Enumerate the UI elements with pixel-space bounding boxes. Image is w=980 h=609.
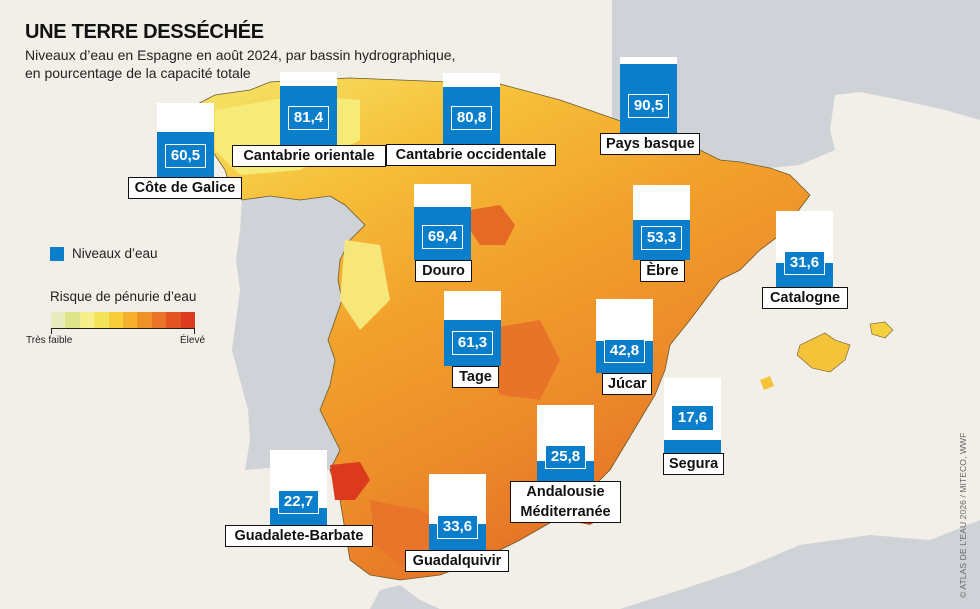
basin-label-segura: Segura: [663, 453, 724, 475]
basin-label-guadalete-barbate: Guadalete-Barbate: [225, 525, 373, 547]
water-level-value: 61,3: [452, 331, 493, 355]
page-subtitle: Niveaux d’eau en Espagne en août 2024, p…: [25, 46, 585, 82]
gauge-catalogne: 31,6: [776, 211, 833, 287]
risk-scale-step-8: [151, 312, 167, 328]
risk-scale-step-5: [108, 312, 124, 328]
water-level-value: 42,8: [604, 339, 645, 363]
risk-scale-step-6: [123, 312, 138, 328]
legend-risk-scale: [51, 312, 196, 328]
risk-scale-step-7: [137, 312, 152, 328]
water-level-value: 69,4: [422, 225, 463, 249]
water-level-value: 81,4: [288, 106, 329, 130]
basin-label-cantabrie-orientale: Cantabrie orientale: [232, 145, 386, 167]
legend-risk-title: Risque de pénurie d’eau: [50, 289, 197, 304]
gauge-segura: 17,6: [664, 378, 721, 453]
gauge-guadalquivir: 33,6: [429, 474, 486, 550]
ibiza: [760, 376, 774, 390]
risk-patch-douro: [470, 205, 515, 245]
basin-label-andalousie-mediterranee: Andalousie Méditerranée: [510, 481, 621, 523]
north-africa-landmass: [370, 520, 980, 609]
gauge-cantabrie-occidentale: 80,8: [443, 73, 500, 145]
gauge-cantabrie-orientale: 81,4: [280, 72, 337, 145]
gauge-jucar: 42,8: [596, 299, 653, 373]
basin-label-cantabrie-occidentale: Cantabrie occidentale: [386, 144, 556, 166]
risk-patch-sevilla: [330, 462, 370, 500]
legend-water-level: Niveaux d’eau: [50, 246, 158, 261]
water-level-value: 17,6: [672, 406, 713, 430]
gauge-cote-de-galice: 60,5: [157, 103, 214, 177]
legend-water-label: Niveaux d’eau: [72, 246, 158, 261]
basin-label-pays-basque: Pays basque: [600, 133, 700, 155]
legend-risk-axis: [51, 328, 195, 334]
gauge-douro: 69,4: [414, 184, 471, 260]
france-landmass: [612, 0, 980, 168]
gauge-andalousie-mediterranee: 25,8: [537, 405, 594, 481]
mallorca: [796, 332, 851, 373]
gauge-tage: 61,3: [444, 291, 501, 366]
water-level-value: 25,8: [545, 445, 586, 469]
water-level-value: 90,5: [628, 94, 669, 118]
gauge-ebre: 53,3: [633, 185, 690, 260]
risk-scale-step-1: [51, 312, 66, 328]
water-level-value: 31,6: [784, 251, 825, 275]
risk-scale-step-4: [94, 312, 109, 328]
risk-patch-portugal-border: [340, 240, 390, 330]
water-level-value: 33,6: [437, 515, 478, 539]
risk-scale-step-9: [166, 312, 181, 328]
basin-label-line-2: Méditerranée: [520, 504, 611, 520]
water-level-value: 53,3: [641, 226, 682, 250]
basin-label-douro: Douro: [415, 260, 472, 282]
legend-risk-high: Élevé: [180, 335, 206, 346]
water-level-value: 80,8: [451, 106, 492, 130]
water-level-value: 22,7: [278, 490, 319, 514]
water-level-value: 60,5: [165, 144, 206, 168]
basin-label-tage: Tage: [452, 366, 499, 388]
water-level-swatch: [50, 246, 64, 261]
menorca: [869, 321, 894, 339]
page-title: UNE TERRE DESSÉCHÉE: [25, 21, 264, 43]
risk-scale-step-3: [79, 312, 95, 328]
basin-label-guadalquivir: Guadalquivir: [405, 550, 509, 572]
risk-scale-step-2: [65, 312, 80, 328]
subtitle-line-2: en pourcentage de la capacité totale: [25, 65, 251, 81]
basin-label-line-1: Andalousie: [526, 484, 605, 500]
source-credit: © ATLAS DE L’EAU 2026 / MITECO, WWF: [958, 432, 968, 598]
gauge-pays-basque: 90,5: [620, 57, 677, 133]
basin-label-ebre: Èbre: [640, 260, 685, 282]
basin-label-cote-de-galice: Côte de Galice: [128, 177, 242, 199]
risk-scale-step-10: [180, 312, 196, 328]
subtitle-line-1: Niveaux d’eau en Espagne en août 2024, p…: [25, 47, 456, 63]
legend-risk-low: Très faible: [26, 335, 73, 346]
water-fill: [664, 439, 721, 453]
portugal-landmass: [232, 196, 365, 470]
gauge-guadalete-barbate: 22,7: [270, 450, 327, 525]
basin-label-catalogne: Catalogne: [762, 287, 848, 309]
basin-label-jucar: Júcar: [602, 373, 652, 395]
